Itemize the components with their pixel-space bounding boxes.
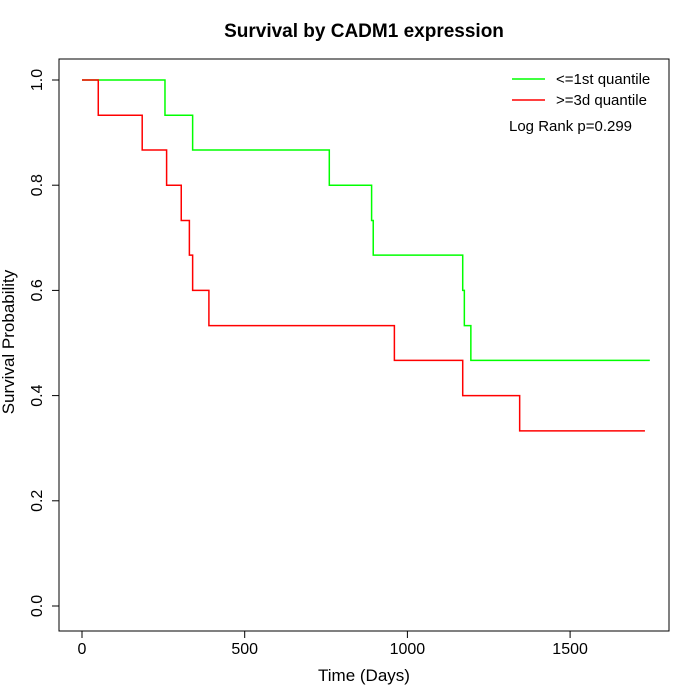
y-tick-label: 0.0 <box>29 595 46 617</box>
y-axis-label: Survival Probability <box>0 269 18 414</box>
log-rank-annotation: Log Rank p=0.299 <box>509 118 632 135</box>
chart-title: Survival by CADM1 expression <box>224 21 504 42</box>
y-tick-label: 0.4 <box>29 384 46 406</box>
x-tick-label: 1500 <box>552 641 588 658</box>
y-tick-label: 0.6 <box>29 279 46 301</box>
series-line-2 <box>82 79 645 432</box>
x-tick-label: 500 <box>231 641 258 658</box>
y-tick-label: 1.0 <box>29 69 46 91</box>
plot-area-frame <box>58 58 670 632</box>
y-tick-label: 0.8 <box>29 174 46 196</box>
y-axis: 0.0 0.2 0.4 0.6 0.8 1.0 <box>29 69 60 617</box>
x-tick-label: 0 <box>78 641 87 658</box>
survival-curves <box>82 79 650 432</box>
legend: <=1st quantile >=3d quantile <box>512 71 650 109</box>
legend-label-1: <=1st quantile <box>556 71 650 88</box>
series-line-1 <box>82 79 650 362</box>
legend-label-2: >=3d quantile <box>556 92 647 109</box>
x-axis: 0 500 1000 1500 <box>78 630 588 658</box>
y-tick-label: 0.2 <box>29 490 46 512</box>
x-tick-label: 1000 <box>390 641 426 658</box>
x-axis-label: Time (Days) <box>318 666 410 685</box>
